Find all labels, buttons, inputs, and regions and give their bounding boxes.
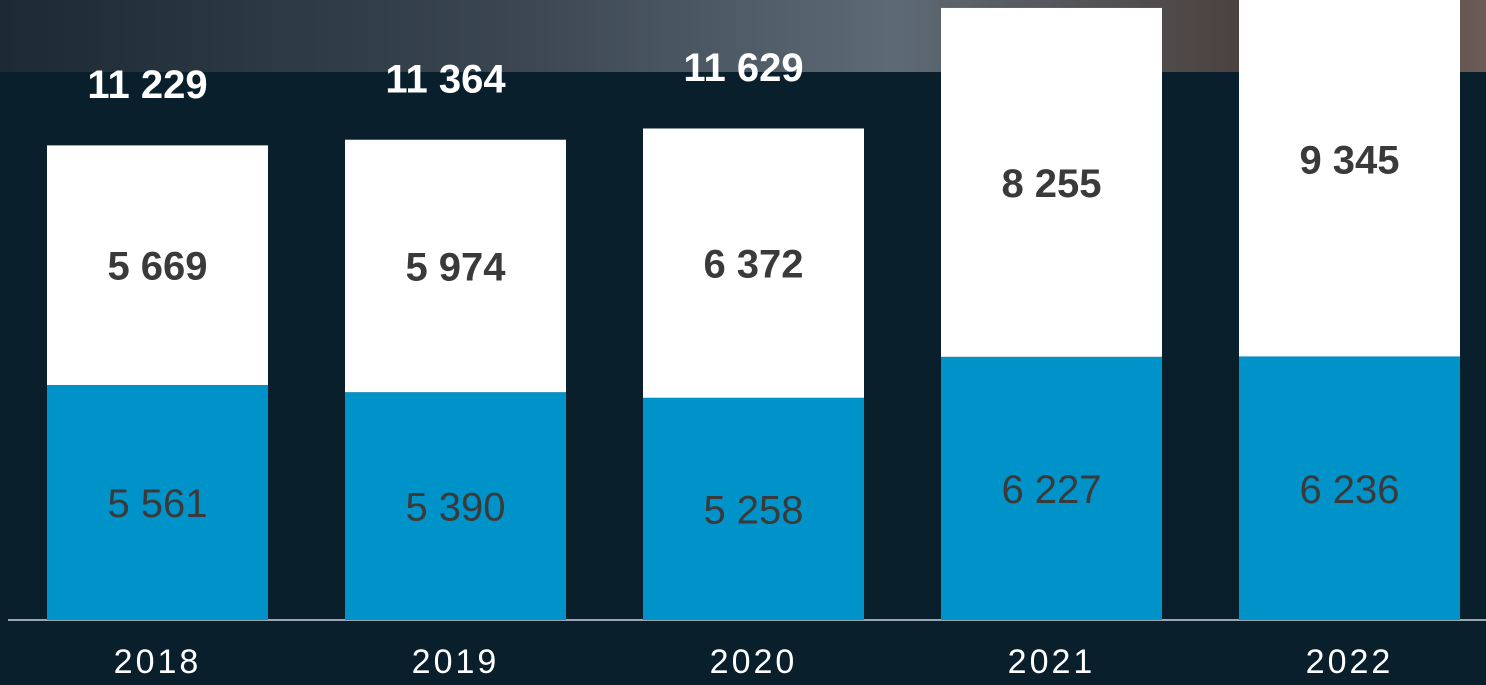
segment-label: 6 236 (1299, 468, 1399, 512)
x-tick-label: 2022 (1306, 643, 1394, 681)
segment-label: 6 372 (703, 243, 803, 287)
chart: 5 561 5 669 11 229 2018 5 390 5 974 11 364 2019… (0, 0, 1486, 685)
segment-label: 5 390 (405, 486, 505, 530)
segment-label: 5 258 (703, 488, 803, 532)
x-tick-label: 2020 (710, 643, 798, 681)
segment-label: 5 561 (107, 482, 207, 526)
total-label: 11 364 (385, 57, 506, 101)
total-label: 11 229 (87, 63, 207, 107)
segment-label: 9 345 (1299, 139, 1399, 183)
segment-label: 6 227 (1001, 468, 1101, 512)
x-tick-label: 2018 (114, 643, 202, 681)
segment-label: 5 974 (405, 246, 506, 290)
segment-label: 8 255 (1001, 162, 1101, 206)
segment-label: 5 669 (107, 245, 207, 289)
x-tick-label: 2019 (412, 643, 500, 681)
total-label: 11 629 (683, 46, 803, 90)
x-tick-label: 2021 (1008, 643, 1096, 681)
